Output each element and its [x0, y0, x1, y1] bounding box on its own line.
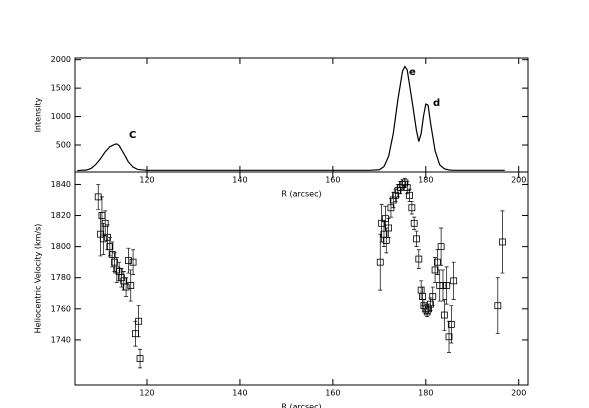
error-bar [412, 216, 417, 230]
annotation: d [433, 98, 440, 109]
data-point [427, 300, 434, 308]
error-bar [114, 257, 119, 283]
error-bar [449, 305, 454, 344]
x-tick-label: 120 [139, 389, 154, 398]
y-tick-label: 500 [56, 140, 71, 149]
data-point [385, 224, 393, 232]
annotation: C [129, 130, 136, 141]
data-point [425, 305, 432, 313]
data-point [122, 283, 130, 291]
error-bar [451, 261, 456, 300]
data-point [433, 258, 441, 266]
data-point [101, 219, 109, 227]
data-point [401, 179, 409, 187]
error-bar [495, 277, 500, 335]
error-bar [416, 249, 421, 269]
y-tick-label: 1000 [51, 112, 71, 121]
error-bar [405, 180, 410, 195]
data-point [406, 191, 413, 199]
annotation: e [409, 67, 416, 78]
data-point [108, 251, 116, 258]
data-point [494, 302, 502, 310]
y-tick-label: 1840 [51, 180, 71, 189]
y-tick-label: 2000 [51, 55, 71, 64]
data-point [129, 258, 137, 266]
x-axis-label: R (arcsec) [281, 403, 321, 408]
y-tick-label: 1780 [51, 273, 71, 282]
error-bar [500, 210, 505, 274]
error-bar [124, 277, 129, 297]
error-bar [428, 297, 433, 311]
y-tick-label: 1760 [51, 304, 71, 313]
y-tick-label: 1500 [51, 84, 71, 93]
y-tick-label: 1820 [51, 211, 71, 220]
data-point [376, 258, 384, 266]
x-tick-label: 120 [139, 176, 154, 185]
error-bar [126, 247, 131, 274]
x-tick-label: 160 [325, 176, 340, 185]
data-point [440, 311, 448, 319]
error-bar [384, 227, 389, 254]
error-bar [138, 348, 143, 369]
x-tick-label: 140 [232, 389, 247, 398]
x-tick-label: 200 [511, 389, 526, 398]
data-point [499, 238, 506, 246]
data-point [443, 282, 451, 289]
error-bar [444, 266, 449, 305]
error-bar [430, 286, 435, 307]
data-point [437, 243, 445, 251]
data-point [127, 282, 135, 289]
plot-frame [74, 171, 529, 386]
data-point [410, 219, 418, 227]
y-axis-label: Heliocentric Velocity (km/s) [34, 224, 43, 334]
error-bar [409, 201, 414, 215]
data-point [447, 320, 455, 328]
error-bar [131, 249, 136, 275]
data-point [382, 237, 390, 244]
data-point [113, 266, 121, 274]
data-point [389, 196, 397, 204]
data-point [125, 257, 132, 265]
data-point [378, 219, 386, 227]
x-tick-label: 160 [325, 389, 340, 398]
x-axis-label: R (arcsec) [281, 190, 321, 199]
x-tick-label: 200 [511, 176, 526, 185]
x-tick-label: 180 [418, 389, 433, 398]
y-tick-label: 1800 [51, 242, 71, 251]
error-bar [136, 305, 141, 338]
data-point [106, 243, 114, 251]
data-point [415, 255, 423, 263]
error-bar [96, 184, 101, 210]
data-point [403, 184, 411, 191]
data-point [429, 292, 437, 300]
data-point [413, 235, 420, 243]
error-bar [439, 227, 444, 266]
data-point [450, 277, 458, 285]
error-bar [128, 269, 133, 302]
error-bar [386, 218, 391, 238]
y-axis-label: Intensity [34, 97, 43, 132]
error-bar [103, 210, 108, 237]
data-point [135, 317, 143, 325]
error-bar [107, 236, 112, 257]
x-tick-label: 180 [418, 176, 433, 185]
y-tick-label: 1740 [51, 335, 71, 344]
intensity-line [77, 65, 505, 172]
error-bar [414, 230, 419, 247]
data-point [445, 333, 453, 341]
data-point [408, 204, 416, 212]
error-bar [442, 299, 447, 331]
data-point [439, 282, 447, 289]
data-point [392, 191, 399, 199]
data-point [136, 355, 144, 362]
x-tick-label: 140 [232, 176, 247, 185]
